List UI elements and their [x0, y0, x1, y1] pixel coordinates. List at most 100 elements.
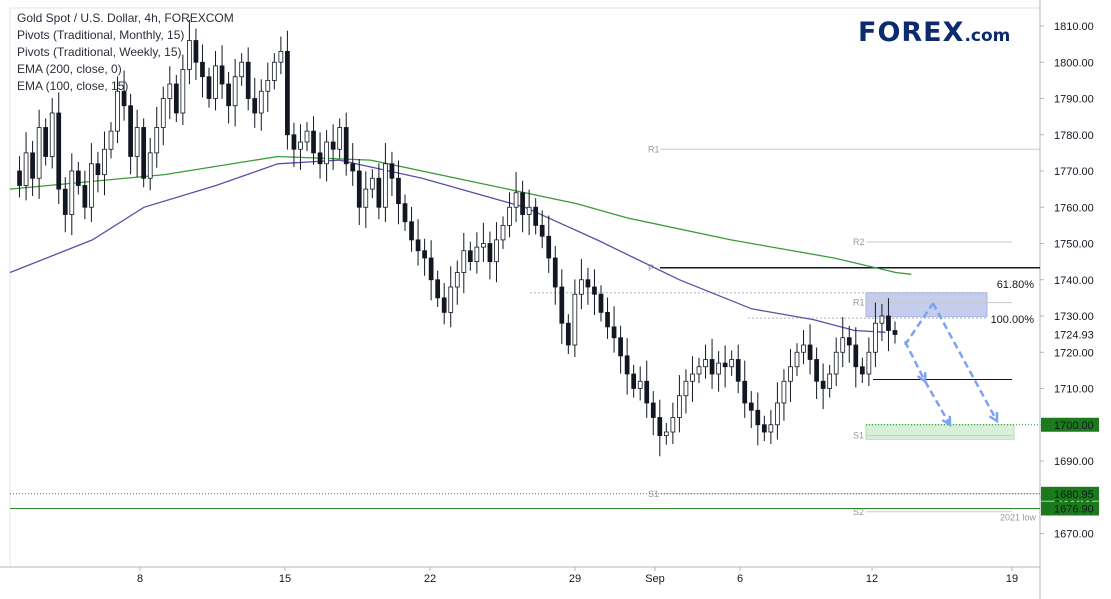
candle-body — [271, 61, 277, 81]
candle-body — [23, 152, 29, 186]
candle-body — [866, 351, 872, 375]
candle-body — [102, 148, 107, 176]
candle-body — [696, 366, 702, 375]
candle-body — [833, 351, 839, 375]
candle-body — [585, 279, 591, 288]
candle-body — [487, 243, 493, 263]
candle-body — [383, 163, 388, 208]
x-tick-label: 22 — [424, 573, 436, 585]
candle-body — [663, 431, 669, 437]
legend-symbol: Gold Spot / U.S. Dollar, 4h, FOREXCOM — [17, 11, 234, 25]
candle-body — [853, 344, 859, 368]
logo-text: FOREX — [858, 17, 965, 48]
candle-body — [154, 127, 160, 154]
candle-body — [441, 297, 447, 313]
chart-legend: Gold Spot / U.S. Dollar, 4h, FOREXCOM Pi… — [17, 10, 234, 95]
y-tick-label: 1800.00 — [1054, 57, 1094, 69]
forecast-arrow-2 — [923, 380, 952, 426]
candle-body — [36, 127, 42, 179]
candle-body — [435, 279, 441, 299]
candle-body — [265, 79, 271, 92]
candle-body — [618, 337, 623, 357]
candle-body — [807, 344, 813, 360]
candle-body — [846, 337, 852, 346]
candle-body — [180, 69, 186, 114]
candle-body — [481, 243, 486, 248]
candle-body — [128, 105, 133, 157]
x-tick-label: 6 — [737, 573, 743, 585]
candle-body — [17, 170, 22, 186]
candle-body — [859, 366, 865, 375]
candle-body — [722, 362, 728, 368]
candle-body — [761, 424, 767, 433]
candle-body — [467, 250, 473, 263]
candle-body — [729, 359, 735, 368]
y-tick-label: 1710.00 — [1054, 384, 1094, 396]
legend-monthly-pivots: Pivots (Traditional, Monthly, 15) — [17, 28, 185, 42]
candle-body — [30, 152, 35, 179]
price-badge — [1041, 417, 1099, 432]
candle-body — [258, 90, 264, 114]
price-badge-label: 1676.90 — [1054, 503, 1094, 515]
candle-body — [657, 417, 663, 437]
candle-body — [121, 90, 127, 107]
candle-body — [775, 402, 780, 426]
candle-body — [814, 359, 819, 382]
candle-body — [304, 130, 310, 143]
candle-body — [748, 402, 754, 411]
candle-body — [742, 380, 748, 404]
y-tick-label: 1740.00 — [1054, 275, 1094, 287]
candle-body — [324, 141, 329, 165]
candle-body — [840, 337, 846, 353]
candle-body — [572, 293, 578, 346]
candle-body — [389, 163, 395, 179]
candle-body — [879, 315, 885, 324]
candle-body — [219, 65, 225, 85]
candle-body — [526, 206, 532, 215]
candle-body — [520, 192, 525, 215]
candle-body — [213, 65, 218, 99]
legend-weekly-pivots: Pivots (Traditional, Weekly, 15) — [17, 45, 182, 59]
candle-body — [539, 224, 545, 237]
y-tick-label: 1810.00 — [1054, 21, 1094, 33]
candle-body — [892, 330, 898, 335]
price-badge — [1041, 327, 1099, 342]
candle-body — [43, 127, 49, 157]
candle-body — [546, 235, 552, 259]
candle-body — [690, 373, 695, 382]
fib-label: 100.00% — [991, 314, 1035, 326]
y-tick-label: 1720.00 — [1054, 347, 1094, 359]
candle-body — [827, 373, 833, 389]
candle-body — [611, 326, 617, 339]
candle-body — [285, 50, 290, 136]
y-tick-label: 1670.00 — [1054, 529, 1094, 541]
legend-ema-200: EMA (200, close, 0) — [17, 62, 122, 76]
candle-body — [134, 127, 140, 157]
y-tick-label: 1770.00 — [1054, 166, 1094, 178]
y-tick-label: 1790.00 — [1054, 94, 1094, 106]
candle-body — [670, 417, 676, 433]
pivot-label-r2: R2 — [853, 237, 865, 247]
forecast-arrow-1 — [903, 340, 927, 382]
ema-200-line — [9, 155, 912, 275]
candle-body — [363, 188, 369, 208]
price-badge — [1041, 501, 1099, 516]
candle-body — [886, 315, 891, 331]
candle-body — [507, 206, 512, 226]
candle-body — [311, 130, 316, 154]
x-tick-label: 19 — [1006, 573, 1018, 585]
candle-body — [337, 127, 343, 150]
candle-body — [49, 112, 55, 157]
candle-body — [592, 286, 597, 295]
price-badge-label: 1700.00 — [1054, 420, 1094, 432]
candle-body — [565, 322, 571, 346]
candle-body — [62, 188, 68, 215]
candle-body — [428, 257, 434, 281]
candle-body — [409, 221, 414, 241]
candle-body — [624, 355, 630, 375]
candle-body — [232, 76, 238, 107]
candle-body — [755, 409, 761, 426]
candle-body — [768, 424, 774, 433]
